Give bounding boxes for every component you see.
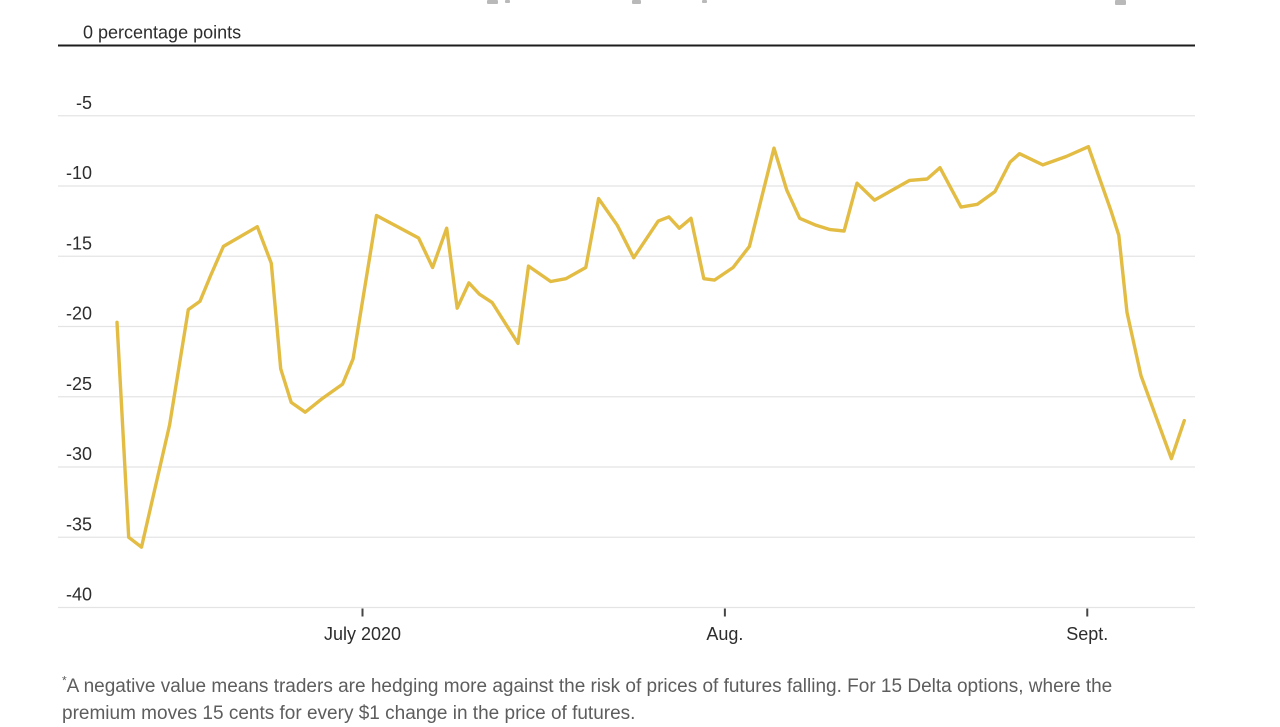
y-axis-unit-label: 0 percentage points [83, 23, 241, 43]
series-line [117, 147, 1184, 547]
y-tick-label: -25 [66, 374, 92, 394]
footnote-line-1: *A negative value means traders are hedg… [62, 674, 1222, 701]
line-chart: July 2020 Aug. Sept. 0 percentage points -5 -… [0, 0, 1280, 662]
y-tick-label: -5 [76, 93, 92, 113]
x-tick-label: Sept. [1066, 624, 1108, 644]
chart-footnote: *A negative value means traders are hedg… [62, 674, 1222, 727]
y-tick-label: -30 [66, 444, 92, 464]
y-tick-label: -20 [66, 304, 92, 324]
y-tick-label: -10 [66, 163, 92, 183]
y-tick-label: -35 [66, 514, 92, 534]
y-tick-label: -40 [66, 585, 92, 605]
x-tick-label: Aug. [706, 624, 743, 644]
footnote-line-2: premium moves 15 cents for every $1 chan… [62, 701, 1222, 727]
x-tick-label: July 2020 [324, 624, 401, 644]
y-tick-label: -15 [66, 233, 92, 253]
